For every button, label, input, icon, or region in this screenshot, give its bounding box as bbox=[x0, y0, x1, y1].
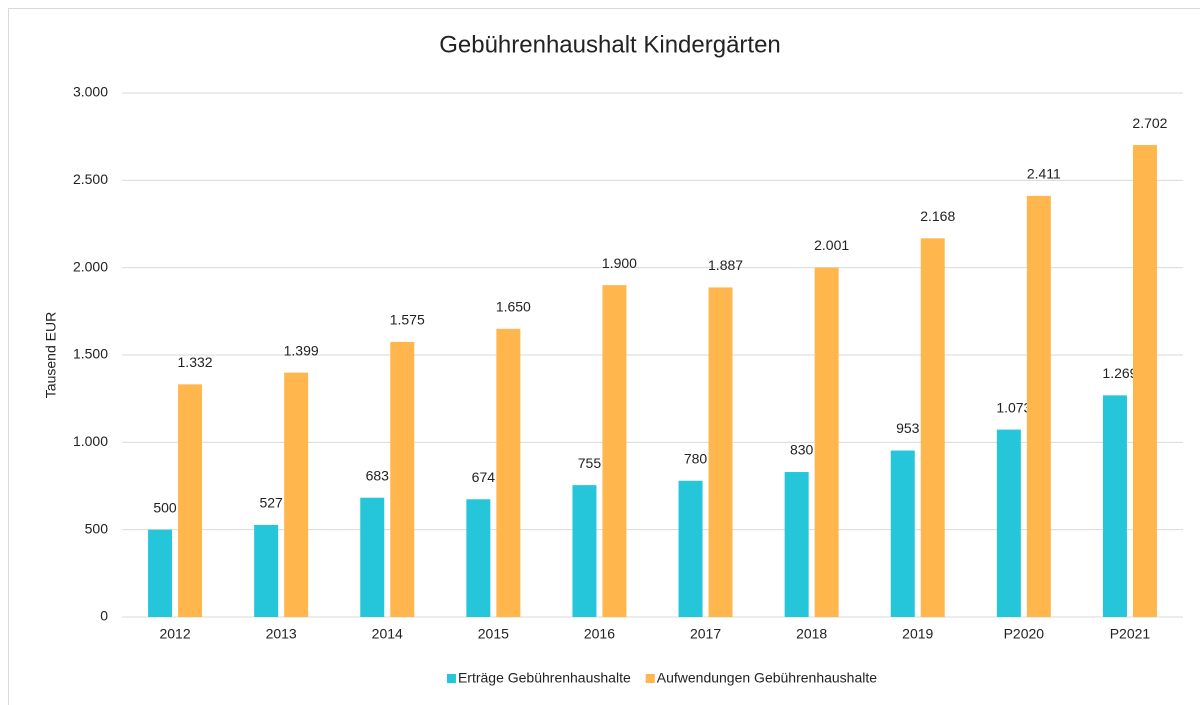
bar bbox=[1132, 145, 1157, 617]
chart-border bbox=[8, 8, 1200, 705]
y-tick-label: 2.000 bbox=[73, 258, 108, 274]
bar bbox=[572, 485, 597, 617]
data-label: 2.168 bbox=[920, 208, 955, 224]
bar bbox=[254, 524, 279, 617]
data-label: 2.411 bbox=[1027, 166, 1061, 182]
bar bbox=[708, 287, 733, 617]
data-label: 1.900 bbox=[602, 255, 637, 271]
bar bbox=[496, 328, 521, 617]
bar bbox=[1102, 395, 1127, 617]
y-tick-label: 1.500 bbox=[73, 346, 108, 362]
bar bbox=[996, 429, 1021, 617]
legend-swatch bbox=[645, 674, 655, 683]
bar bbox=[1026, 195, 1051, 617]
x-tick-label: 2018 bbox=[796, 626, 827, 642]
y-tick-label: 500 bbox=[85, 520, 109, 536]
data-label: 780 bbox=[684, 450, 708, 466]
data-label: 1.332 bbox=[178, 354, 213, 370]
y-tick-label: 0 bbox=[100, 608, 108, 624]
bar bbox=[814, 267, 839, 617]
legend-label: Erträge Gebührenhaushalte bbox=[458, 670, 631, 686]
x-tick-label: 2014 bbox=[372, 626, 403, 642]
data-label: 683 bbox=[366, 467, 390, 483]
data-label: 2.001 bbox=[814, 237, 849, 253]
x-tick-label: P2020 bbox=[1004, 626, 1045, 642]
data-label: 527 bbox=[259, 495, 283, 511]
bar bbox=[678, 480, 703, 617]
data-label: 500 bbox=[153, 499, 177, 515]
data-label: 1.399 bbox=[284, 342, 319, 358]
bar bbox=[602, 285, 627, 617]
x-tick-label: 2015 bbox=[478, 626, 509, 642]
x-tick-label: 2012 bbox=[159, 626, 190, 642]
bar bbox=[890, 450, 915, 617]
x-tick-label: P2021 bbox=[1110, 626, 1151, 642]
bar bbox=[148, 529, 173, 617]
bar bbox=[920, 238, 945, 617]
bar bbox=[466, 499, 491, 617]
y-tick-label: 2.500 bbox=[73, 171, 108, 187]
y-tick-label: 1.000 bbox=[73, 433, 108, 449]
data-label: 2.702 bbox=[1132, 115, 1167, 131]
data-label: 1.269 bbox=[1102, 365, 1137, 381]
data-label: 953 bbox=[896, 420, 920, 436]
x-tick-label: 2017 bbox=[690, 626, 721, 642]
bar bbox=[360, 497, 385, 617]
bar bbox=[784, 472, 809, 617]
legend-label: Aufwendungen Gebührenhaushalte bbox=[657, 670, 878, 686]
data-label: 1.887 bbox=[708, 257, 743, 273]
data-label: 1.073 bbox=[996, 399, 1031, 415]
chart-title: Gebührenhaushalt Kindergärten bbox=[439, 31, 781, 58]
y-axis-label: Tausend EUR bbox=[43, 312, 59, 398]
bar bbox=[284, 372, 309, 617]
bar bbox=[178, 384, 203, 617]
x-tick-label: 2016 bbox=[584, 626, 615, 642]
data-label: 1.650 bbox=[496, 299, 531, 315]
x-tick-label: 2013 bbox=[266, 626, 297, 642]
data-label: 830 bbox=[790, 442, 814, 458]
x-tick-label: 2019 bbox=[902, 626, 933, 642]
data-label: 755 bbox=[578, 455, 602, 471]
data-label: 674 bbox=[472, 469, 496, 485]
bar bbox=[390, 341, 415, 617]
legend-swatch bbox=[446, 674, 456, 683]
data-label: 1.575 bbox=[390, 312, 425, 328]
y-tick-label: 3.000 bbox=[73, 84, 108, 100]
